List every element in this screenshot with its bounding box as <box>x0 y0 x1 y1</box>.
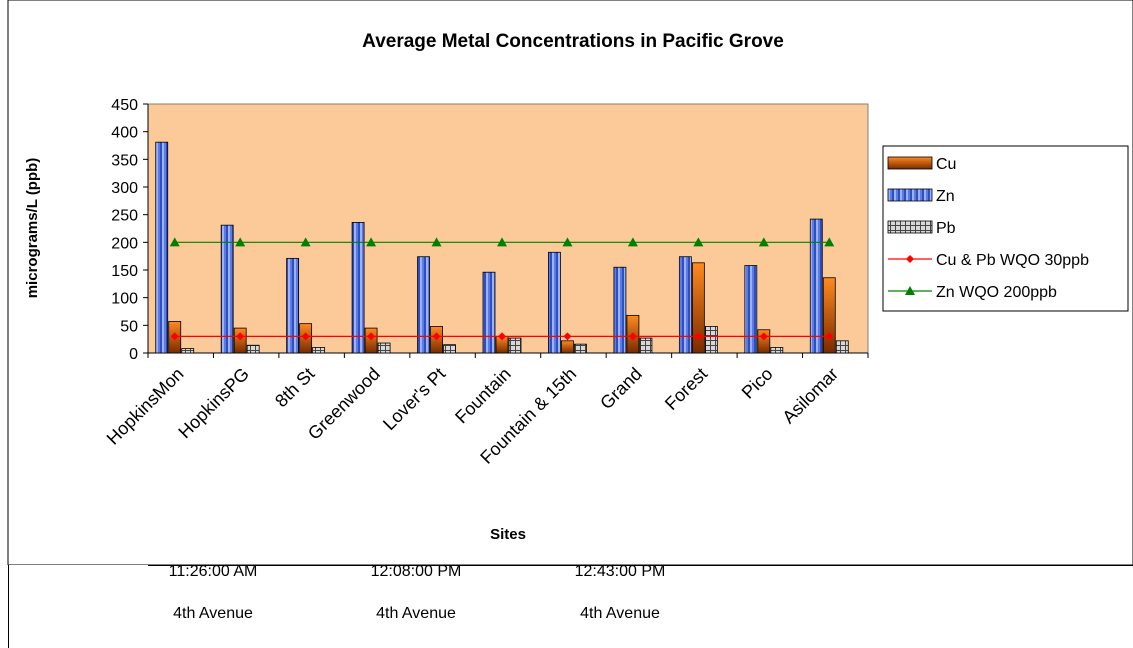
marker-cu-pb-wqo-30ppb <box>628 332 637 341</box>
sheet-top-border <box>148 565 1133 566</box>
marker-zn-wqo-200ppb <box>562 237 573 247</box>
chart-title: Average Metal Concentrations in Pacific … <box>362 31 784 52</box>
bar-zn <box>744 265 758 354</box>
bar-pb <box>508 337 522 354</box>
marker-cu-pb-wqo-30ppb <box>694 332 703 341</box>
y-tick-label: 300 <box>111 180 138 197</box>
bar-pb <box>639 337 653 354</box>
bar-zn <box>548 251 561 354</box>
legend-swatch-zn <box>887 188 933 202</box>
marker-cu-pb-wqo-30ppb <box>170 332 179 341</box>
legend-label-cu-pb-wqo-30ppb: Cu & Pb WQO 30ppb <box>936 252 1089 269</box>
marker-zn-wqo-200ppb <box>693 237 704 247</box>
bar-pb <box>443 344 456 354</box>
legend-marker-cu-pb-wqo-30ppb <box>906 255 914 263</box>
marker-zn-wqo-200ppb <box>758 237 769 247</box>
bars <box>155 141 849 354</box>
y-tick-label: 150 <box>111 263 138 280</box>
marker-zn-wqo-200ppb <box>169 237 180 247</box>
bar-zn <box>155 141 169 354</box>
marker-zn-wqo-200ppb <box>235 237 246 247</box>
marker-cu-pb-wqo-30ppb <box>236 332 245 341</box>
y-tick-label: 0 <box>129 346 138 363</box>
reference-lines <box>169 237 835 341</box>
marker-cu-pb-wqo-30ppb <box>498 332 506 341</box>
plot-area <box>147 103 869 354</box>
y-tick-label: 450 <box>111 97 138 114</box>
bar-cu <box>561 340 574 354</box>
sheet-location-1: 4th Avenue <box>173 605 253 622</box>
y-tick-label: 350 <box>111 152 138 169</box>
y-tick-label: 250 <box>111 208 138 225</box>
sheet-time-3: 12:43:00 PM <box>574 563 666 580</box>
bar-cu <box>822 277 836 354</box>
bar-zn <box>286 257 300 354</box>
marker-cu-pb-wqo-30ppb <box>367 332 376 341</box>
y-axis-label: micrograms/L (ppb) <box>24 158 41 299</box>
marker-cu-pb-wqo-30ppb <box>301 332 310 341</box>
bar-zn <box>220 224 234 354</box>
y-tick-label: 50 <box>120 318 138 335</box>
chart-svg: Average Metal Concentrations in Pacific … <box>7 0 1133 566</box>
marker-zn-wqo-200ppb <box>627 237 638 247</box>
bar-pb <box>574 343 587 354</box>
bar-cu <box>691 262 705 354</box>
bar-zn <box>417 256 430 354</box>
legend-marker-zn-wqo-200ppb <box>905 286 915 295</box>
marker-cu-pb-wqo-30ppb <box>759 332 768 341</box>
marker-zn-wqo-200ppb <box>431 237 442 247</box>
legend-label-cu: Cu <box>936 156 956 173</box>
chart-area: Average Metal Concentrations in Pacific … <box>7 0 1133 566</box>
bar-zn <box>482 271 496 354</box>
bar-pb <box>377 342 391 354</box>
bar-pb <box>770 347 784 354</box>
marker-cu-pb-wqo-30ppb <box>432 332 441 341</box>
bar-pb <box>246 344 260 354</box>
x-axis-label: Sites <box>490 526 526 543</box>
marker-zn-wqo-200ppb <box>497 237 507 247</box>
marker-zn-wqo-200ppb <box>824 237 835 247</box>
marker-zn-wqo-200ppb <box>300 237 311 247</box>
sheet-location-2: 4th Avenue <box>376 605 456 622</box>
legend-swatch-pb <box>887 220 933 234</box>
legend-swatch-cu <box>887 156 933 170</box>
bar-pb <box>704 326 718 354</box>
legend-label-pb: Pb <box>936 220 956 237</box>
sheet-time-1: 11:26:00 AM <box>168 563 258 580</box>
bar-zn <box>678 256 692 354</box>
legend: Cu Zn Pb Cu & Pb WQO 30ppb Zn WQO 200ppb <box>882 145 1129 312</box>
marker-zn-wqo-200ppb <box>366 237 377 247</box>
y-tick-label: 400 <box>111 125 138 142</box>
sheet-left-border <box>8 565 9 648</box>
bar-pb <box>181 348 195 354</box>
marker-cu-pb-wqo-30ppb <box>825 332 834 341</box>
legend-label-zn: Zn <box>936 188 955 205</box>
sheet-location-3: 4th Avenue <box>580 605 660 622</box>
sheet-time-2: 12:08:00 PM <box>370 563 462 580</box>
bar-cu <box>233 327 247 354</box>
bar-zn <box>809 218 823 354</box>
bar-pb <box>835 340 849 354</box>
y-tick-label: 200 <box>111 235 138 252</box>
bar-cu <box>364 327 378 354</box>
marker-cu-pb-wqo-30ppb <box>563 332 572 341</box>
y-tick-label: 100 <box>111 291 138 308</box>
bar-pb <box>312 347 326 354</box>
bar-zn <box>613 266 627 354</box>
legend-label-zn-wqo-200ppb: Zn WQO 200ppb <box>936 284 1057 301</box>
bar-zn <box>351 222 365 354</box>
